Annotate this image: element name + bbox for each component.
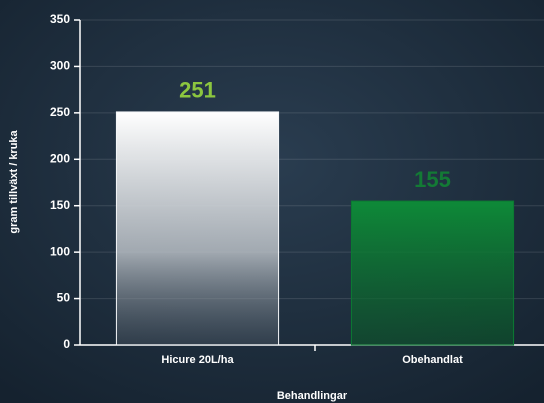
bar — [350, 200, 515, 346]
y-tick-label: 100 — [50, 244, 70, 258]
value-label: 251 — [179, 78, 216, 103]
y-tick-label: 0 — [63, 337, 70, 351]
y-tick-label: 250 — [50, 105, 70, 119]
y-axis-label: gram tillväxt / kruka — [8, 129, 20, 233]
y-tick-label: 200 — [50, 151, 70, 165]
y-tick-label: 150 — [50, 198, 70, 212]
y-tick-label: 350 — [50, 12, 70, 26]
x-tick-label: Obehandlat — [402, 354, 463, 366]
x-axis-label: Behandlingar — [277, 390, 348, 402]
value-label: 155 — [414, 167, 451, 192]
y-tick-label: 300 — [50, 59, 70, 73]
y-tick-label: 50 — [57, 291, 71, 305]
x-tick-label: Hicure 20L/ha — [161, 354, 234, 366]
bar — [115, 111, 280, 346]
